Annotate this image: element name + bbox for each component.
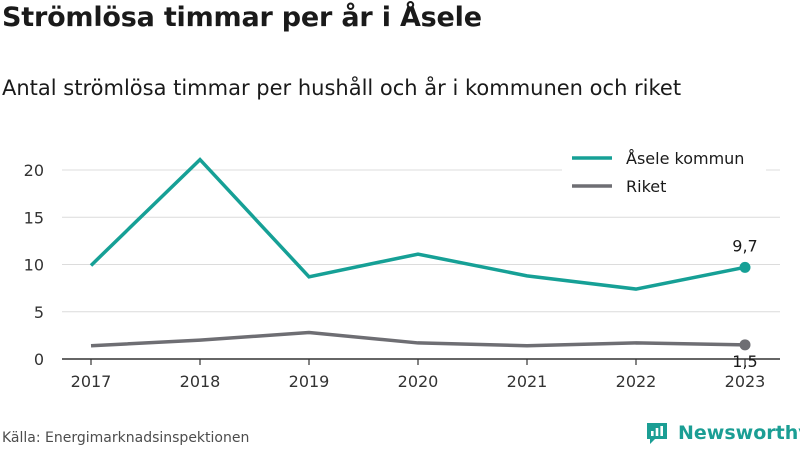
x-tick-label: 2018: [180, 372, 221, 391]
y-tick-label: 5: [34, 303, 44, 322]
x-tick-label: 2022: [616, 372, 657, 391]
source-note: Källa: Energimarknadsinspektionen: [2, 430, 250, 446]
chart-subtitle: Antal strömlösa timmar per hushåll och å…: [2, 76, 682, 100]
brand-name: Newsworthy: [678, 422, 800, 444]
y-tick-label: 20: [24, 161, 44, 180]
newsworthy-logo-icon: [647, 423, 667, 444]
legend-label: Åsele kommun: [626, 149, 744, 168]
series-end-label: 1,5: [732, 352, 757, 371]
y-tick-label: 10: [24, 256, 44, 275]
y-tick-label: 15: [24, 208, 44, 227]
legend-label: Riket: [626, 177, 666, 196]
x-tick-label: 2019: [289, 372, 330, 391]
x-tick-label: 2023: [725, 372, 766, 391]
y-tick-label: 0: [34, 350, 44, 369]
x-tick-label: 2021: [507, 372, 548, 391]
line-chart: 0 5 10 15 20 2017 2018 2019 2020 2021 2022 2023 9,7 1…: [23, 142, 780, 391]
series-end-point: [739, 261, 751, 273]
x-tick-label: 2017: [71, 372, 112, 391]
series-end-point: [739, 339, 751, 351]
legend-box: [562, 142, 766, 204]
brand-logo[interactable]: Newsworthy: [644, 420, 800, 446]
series-end-label: 9,7: [732, 236, 757, 255]
chart-title: Strömlösa timmar per år i Åsele: [2, 2, 482, 33]
series-line: [90, 330, 746, 348]
series-line: [89, 157, 746, 291]
x-tick-label: 2020: [398, 372, 439, 391]
